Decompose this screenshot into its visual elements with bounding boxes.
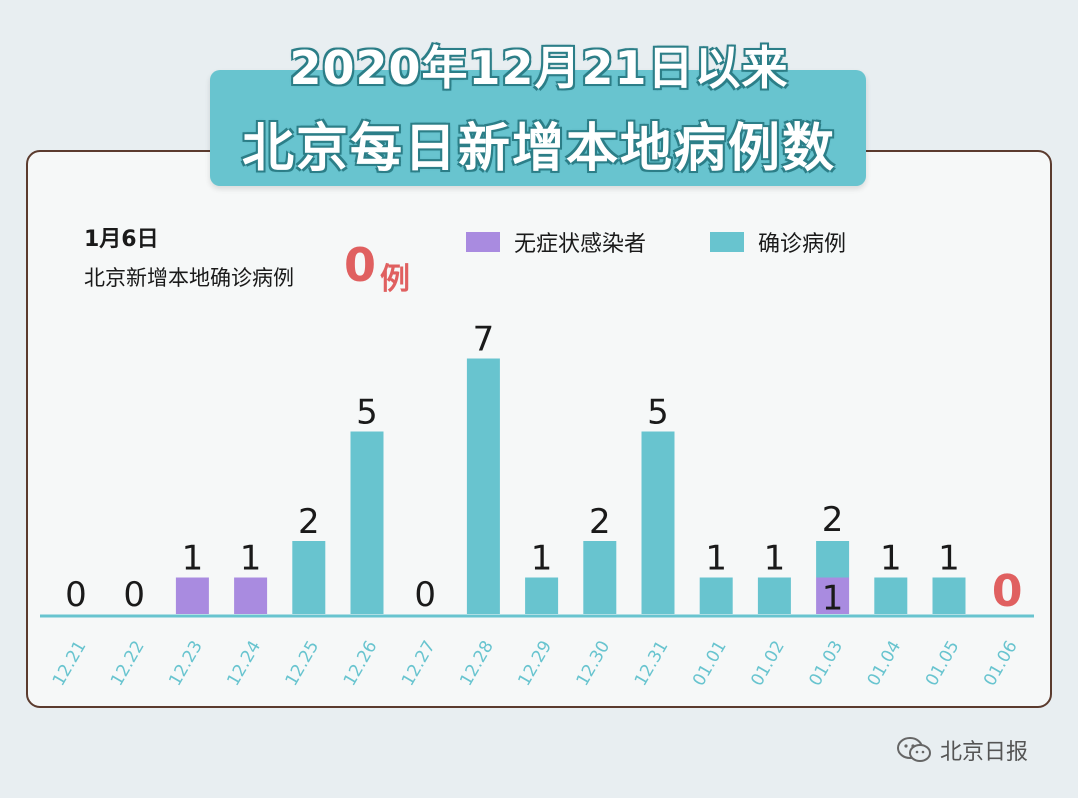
bar-confirmed-12.30	[583, 541, 617, 614]
annotation-unit: 例	[380, 262, 410, 297]
data-label-12.25: 2	[298, 502, 320, 542]
bar-asymptomatic-12.24	[234, 577, 268, 614]
legend-label-confirmed: 确诊病例	[758, 232, 847, 257]
bar-confirmed-01.04	[874, 577, 908, 614]
chart-title-line2: 北京每日新增本地病例数	[241, 119, 836, 179]
footer-text: 北京日报	[940, 740, 1029, 765]
x-tick-label-12.27: 12.27	[398, 637, 440, 689]
x-tick-label-12.29: 12.29	[514, 637, 556, 689]
legend-item-asymptomatic: 无症状感染者	[466, 226, 646, 258]
x-tick-label-12.28: 12.28	[456, 637, 498, 689]
data-label-01.06: 0	[992, 566, 1023, 617]
data-label-01.05: 1	[938, 539, 960, 579]
wechat-icon	[897, 737, 931, 762]
chart-title-line1: 2020年12月21日以来	[289, 41, 789, 95]
data-label-01.01: 1	[705, 539, 727, 579]
bar-confirmed-01.03	[816, 541, 850, 578]
bar-confirmed-12.25	[292, 541, 326, 614]
title-box	[210, 70, 866, 186]
x-tick-label-01.02: 01.02	[747, 637, 789, 689]
x-tick-label-12.30: 12.30	[573, 637, 615, 689]
annotation-text: 北京新增本地确诊病例	[84, 266, 294, 290]
legend-swatch-confirmed	[710, 232, 744, 252]
x-tick-label-01.01: 01.01	[689, 637, 731, 689]
x-tick-label-12.21: 12.21	[49, 637, 91, 689]
annotation-number: 0	[344, 238, 377, 292]
data-label-12.22: 0	[123, 575, 145, 615]
data-label-01.04: 1	[880, 539, 902, 579]
x-tick-label-12.26: 12.26	[340, 637, 382, 689]
footer-source: 北京日报	[896, 734, 1028, 766]
bar-confirmed-12.28	[466, 358, 500, 614]
data-label-01.02: 1	[764, 539, 786, 579]
bar-asymptomatic-01.03	[816, 577, 850, 614]
legend-item-confirmed: 确诊病例	[710, 226, 846, 258]
x-tick-label-12.25: 12.25	[282, 637, 324, 689]
data-label-12.24: 1	[240, 539, 262, 579]
x-tick-label-01.03: 01.03	[805, 637, 847, 689]
data-label-12.21: 0	[65, 575, 87, 615]
bar-confirmed-12.26	[350, 431, 384, 614]
data-label-12.28: 7	[473, 320, 495, 360]
bar-asymptomatic-12.23	[175, 577, 209, 614]
bar-confirmed-12.31	[641, 431, 675, 614]
bar-confirmed-01.01	[699, 577, 733, 614]
x-tick-label-12.31: 12.31	[631, 637, 673, 689]
annotation-date: 1月6日	[84, 227, 159, 252]
x-tick-label-12.24: 12.24	[223, 637, 265, 689]
data-label-12.27: 0	[414, 575, 436, 615]
data-label-12.29: 1	[531, 539, 553, 579]
x-tick-label-12.23: 12.23	[165, 637, 207, 689]
data-label-12.30: 2	[589, 502, 611, 542]
data-label-12.23: 1	[182, 539, 204, 579]
x-tick-label-01.05: 01.05	[922, 637, 964, 689]
data-label-12.26: 5	[356, 393, 378, 433]
bar-confirmed-12.29	[525, 577, 559, 614]
x-tick-label-12.22: 12.22	[107, 637, 149, 689]
legend-label-asymptomatic: 无症状感染者	[514, 232, 647, 257]
bar-confirmed-01.05	[932, 577, 966, 614]
x-tick-label-01.04: 01.04	[864, 637, 906, 689]
x-tick-label-01.06: 01.06	[980, 637, 1022, 689]
data-label-12.31: 5	[647, 393, 669, 433]
data-label-01.03-inner: 1	[822, 579, 844, 619]
bar-confirmed-01.02	[757, 577, 791, 614]
legend-swatch-asymptomatic	[466, 232, 500, 252]
data-label-01.03-total: 2	[822, 500, 844, 540]
